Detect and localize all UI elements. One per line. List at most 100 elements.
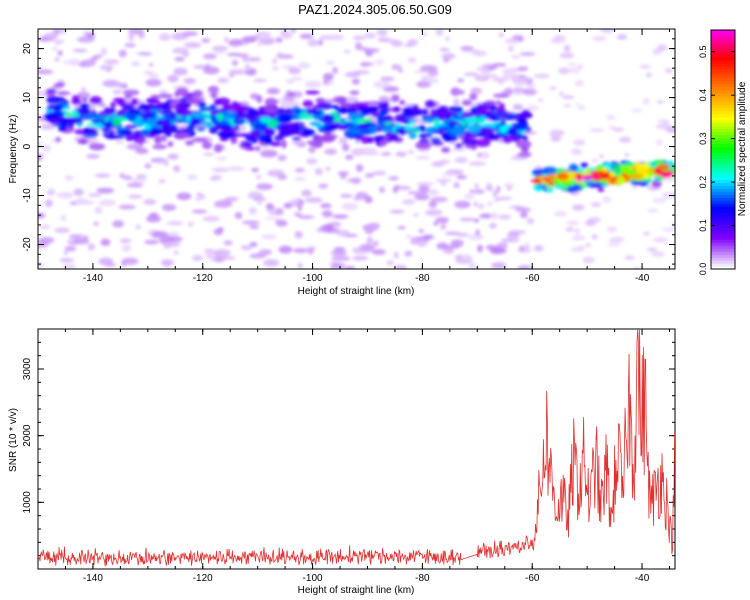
heatmap-cell — [454, 200, 471, 209]
heatmap-cell — [619, 136, 632, 143]
heatmap-cell — [461, 99, 473, 106]
heatmap-cell — [131, 61, 141, 67]
heatmap-cell — [45, 92, 56, 97]
heatmap-cell — [403, 43, 415, 47]
heatmap-cell — [392, 106, 401, 113]
heatmap-cell — [43, 112, 58, 121]
heatmap-cell — [355, 164, 364, 173]
heatmap-cell — [38, 212, 46, 219]
heatmap-cell — [642, 97, 650, 105]
heatmap-cell — [343, 50, 351, 54]
heatmap-cell — [537, 98, 544, 102]
heatmap-cell — [241, 125, 246, 131]
heatmap-cell — [425, 77, 439, 84]
heatmap-cell — [599, 179, 608, 185]
heatmap-cell — [208, 126, 219, 134]
heatmap-cell — [556, 172, 569, 181]
heatmap-cell — [340, 172, 346, 180]
x-tick-label: -60 — [525, 273, 540, 284]
heatmap-cell — [185, 139, 195, 146]
heatmap-cell — [467, 234, 484, 241]
colorbar-segment — [711, 185, 735, 189]
heatmap-cell — [68, 234, 85, 239]
heatmap-cell — [249, 129, 262, 138]
colorbar-segment — [711, 200, 735, 204]
heatmap-cell — [277, 154, 287, 162]
heatmap-cell — [360, 136, 370, 144]
heatmap-cell — [98, 199, 117, 207]
heatmap-cell — [503, 183, 515, 188]
colorbar-segment — [711, 56, 735, 61]
heatmap-cell — [118, 49, 127, 58]
colorbar-segment — [711, 170, 735, 174]
heatmap-cell — [39, 224, 51, 230]
colorbar-segment — [711, 224, 735, 228]
heatmap-cell — [217, 77, 229, 84]
heatmap-cell — [637, 168, 652, 175]
heatmap-cell — [563, 103, 572, 108]
heatmap-cell — [165, 130, 172, 138]
heatmap-cell — [355, 118, 365, 123]
heatmap-cell — [172, 47, 188, 54]
heatmap-cell — [222, 124, 233, 130]
colorbar-segment — [711, 101, 735, 106]
heatmap-cell — [124, 42, 136, 48]
heatmap-cell — [364, 227, 374, 235]
heatmap-cell — [302, 100, 314, 108]
heatmap-cell — [346, 96, 357, 103]
heatmap-cell — [394, 123, 401, 130]
heatmap-cell — [227, 103, 240, 112]
heatmap-cell — [450, 239, 464, 248]
colorbar-segment — [711, 209, 735, 213]
heatmap-cell — [73, 238, 90, 245]
heatmap-cell — [458, 90, 465, 95]
heatmap-cell — [492, 190, 498, 198]
heatmap-cell — [609, 175, 616, 185]
heatmap-cell — [276, 114, 292, 124]
heatmap-cell — [585, 167, 592, 175]
heatmap-cell — [190, 112, 203, 118]
heatmap-cell — [345, 154, 354, 160]
heatmap-cell — [196, 192, 203, 197]
heatmap-cell — [298, 205, 303, 211]
heatmap-cell — [582, 256, 595, 264]
heatmap-cell — [517, 66, 529, 72]
heatmap-cell — [38, 36, 55, 42]
heatmap-cell — [192, 137, 208, 143]
heatmap-cell — [119, 238, 132, 244]
heatmap-cell — [509, 205, 525, 209]
heatmap-cell — [128, 29, 145, 35]
heatmap-cell — [93, 122, 106, 129]
heatmap-cell — [348, 113, 359, 121]
heatmap-cell — [435, 29, 444, 36]
heatmap-cell — [204, 249, 215, 253]
heatmap-cell — [559, 52, 575, 59]
heatmap-cell — [550, 135, 562, 142]
heatmap-cell — [288, 199, 300, 204]
heatmap-cell — [119, 173, 125, 179]
heatmap-cell — [332, 96, 348, 104]
heatmap-cell — [145, 97, 159, 104]
heatmap-cell — [648, 162, 659, 167]
heatmap-cell — [275, 37, 283, 43]
heatmap-cell — [473, 201, 478, 207]
heatmap-cell — [526, 217, 535, 225]
heatmap-cell — [56, 191, 74, 199]
heatmap-cell — [469, 189, 475, 193]
heatmap-cell — [519, 245, 525, 252]
heatmap-cell — [223, 240, 233, 246]
heatmap-cell — [419, 64, 438, 73]
spectrogram-frame — [37, 28, 676, 270]
colorbar-tick-label: 0.4 — [698, 89, 708, 102]
heatmap-cell — [68, 121, 74, 129]
colorbar-segment — [711, 197, 735, 201]
colorbar-segment — [711, 182, 735, 186]
heatmap-cell — [102, 79, 120, 88]
x-tick-label: -120 — [193, 273, 213, 284]
heatmap-cell — [259, 149, 278, 158]
heatmap-cell — [121, 257, 139, 265]
heatmap-cell — [94, 206, 103, 215]
heatmap-cell — [364, 172, 375, 178]
heatmap-cell — [123, 175, 133, 181]
